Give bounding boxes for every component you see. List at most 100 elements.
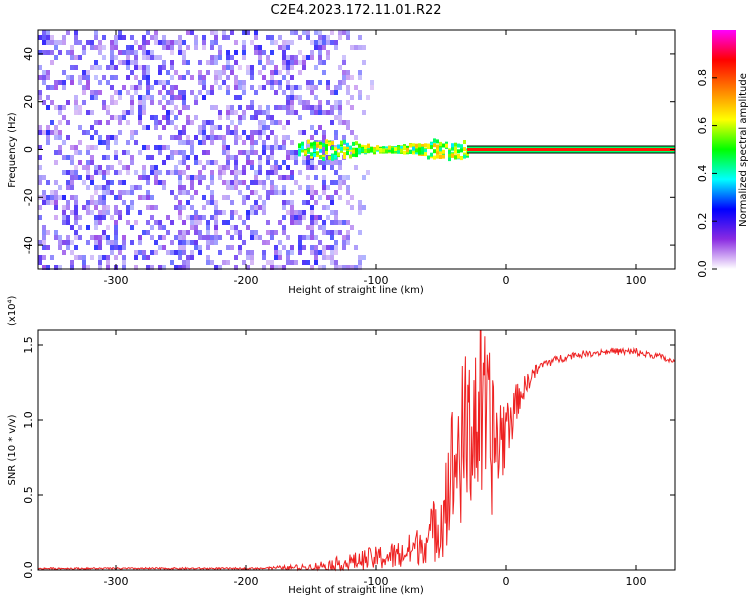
noise-cell: [86, 110, 90, 115]
signal-cell: [307, 147, 310, 152]
noise-cell: [66, 200, 70, 205]
noise-cell: [230, 245, 234, 250]
noise-cell: [102, 35, 106, 40]
noise-cell: [242, 140, 246, 145]
noise-cell: [78, 125, 82, 130]
noise-cell: [150, 265, 154, 270]
noise-cell: [102, 205, 106, 210]
noise-cell: [90, 210, 94, 215]
signal-cell: [454, 155, 457, 160]
noise-cell: [170, 240, 174, 245]
noise-cell: [266, 175, 270, 180]
noise-cell: [290, 210, 294, 215]
noise-cell: [226, 105, 230, 110]
noise-cell: [42, 70, 46, 75]
signal-cell: [340, 148, 343, 153]
noise-cell: [206, 90, 210, 95]
noise-cell: [118, 195, 122, 200]
noise-cell: [126, 150, 130, 155]
noise-cell: [162, 145, 166, 150]
noise-cell: [170, 220, 174, 225]
noise-cell: [314, 95, 318, 100]
noise-cell: [110, 60, 114, 65]
noise-cell: [254, 45, 258, 50]
noise-cell: [122, 150, 126, 155]
noise-cell: [302, 60, 306, 65]
noise-cell: [314, 165, 318, 170]
noise-cell: [210, 180, 214, 185]
noise-cell: [182, 205, 186, 210]
signal-cell: [439, 150, 442, 155]
noise-cell: [290, 100, 294, 105]
noise-cell: [306, 30, 310, 35]
noise-cell: [54, 45, 58, 50]
noise-cell: [334, 230, 338, 235]
noise-cell: [54, 40, 58, 45]
noise-cell: [310, 80, 314, 85]
colorbar-tick-label: 0.4: [696, 165, 709, 183]
noise-cell: [330, 245, 334, 250]
noise-cell: [150, 225, 154, 230]
noise-cell: [282, 230, 286, 235]
noise-cell: [158, 65, 162, 70]
noise-cell: [370, 80, 374, 85]
noise-cell: [70, 55, 74, 60]
noise-cell: [222, 30, 226, 35]
noise-cell: [138, 100, 142, 105]
signal-cell: [439, 155, 442, 159]
noise-cell: [194, 115, 198, 120]
noise-cell: [350, 95, 354, 100]
signal-cell: [319, 148, 322, 153]
noise-cell: [262, 255, 266, 260]
noise-cell: [346, 100, 350, 105]
noise-cell: [238, 190, 242, 195]
noise-cell: [94, 165, 98, 170]
noise-cell: [126, 220, 130, 225]
noise-cell: [102, 190, 106, 195]
noise-cell: [274, 40, 278, 45]
noise-cell: [254, 140, 258, 145]
noise-cell: [322, 225, 326, 230]
noise-cell: [182, 230, 186, 235]
noise-cell: [110, 75, 114, 80]
noise-cell: [210, 125, 214, 130]
signal-cell: [331, 156, 334, 161]
noise-cell: [110, 55, 114, 60]
signal-cell: [418, 143, 421, 148]
noise-cell: [178, 255, 182, 260]
noise-cell: [262, 180, 266, 185]
noise-cell: [122, 190, 126, 195]
noise-cell: [166, 70, 170, 75]
noise-cell: [62, 240, 66, 245]
noise-cell: [362, 45, 366, 50]
noise-cell: [154, 205, 158, 210]
noise-cell: [174, 85, 178, 90]
noise-cell: [38, 75, 42, 80]
noise-cell: [106, 235, 110, 240]
signal-cell: [352, 149, 355, 154]
noise-cell: [290, 30, 294, 35]
noise-cell: [198, 90, 202, 95]
noise-cell: [306, 55, 310, 60]
noise-cell: [234, 210, 238, 215]
noise-cell: [270, 50, 274, 55]
noise-cell: [142, 95, 146, 100]
noise-cell: [286, 135, 290, 140]
noise-cell: [138, 250, 142, 255]
noise-cell: [170, 75, 174, 80]
noise-cell: [98, 240, 102, 245]
noise-cell: [154, 145, 158, 150]
signal-cell: [451, 143, 454, 148]
noise-cell: [286, 255, 290, 260]
noise-cell: [122, 260, 126, 265]
noise-cell: [262, 250, 266, 255]
noise-cell: [290, 190, 294, 195]
noise-cell: [210, 215, 214, 220]
noise-cell: [202, 85, 206, 90]
noise-cell: [110, 135, 114, 140]
noise-cell: [290, 140, 294, 145]
noise-cell: [174, 125, 178, 130]
noise-cell: [114, 40, 118, 45]
noise-cell: [94, 145, 98, 150]
noise-cell: [106, 225, 110, 230]
